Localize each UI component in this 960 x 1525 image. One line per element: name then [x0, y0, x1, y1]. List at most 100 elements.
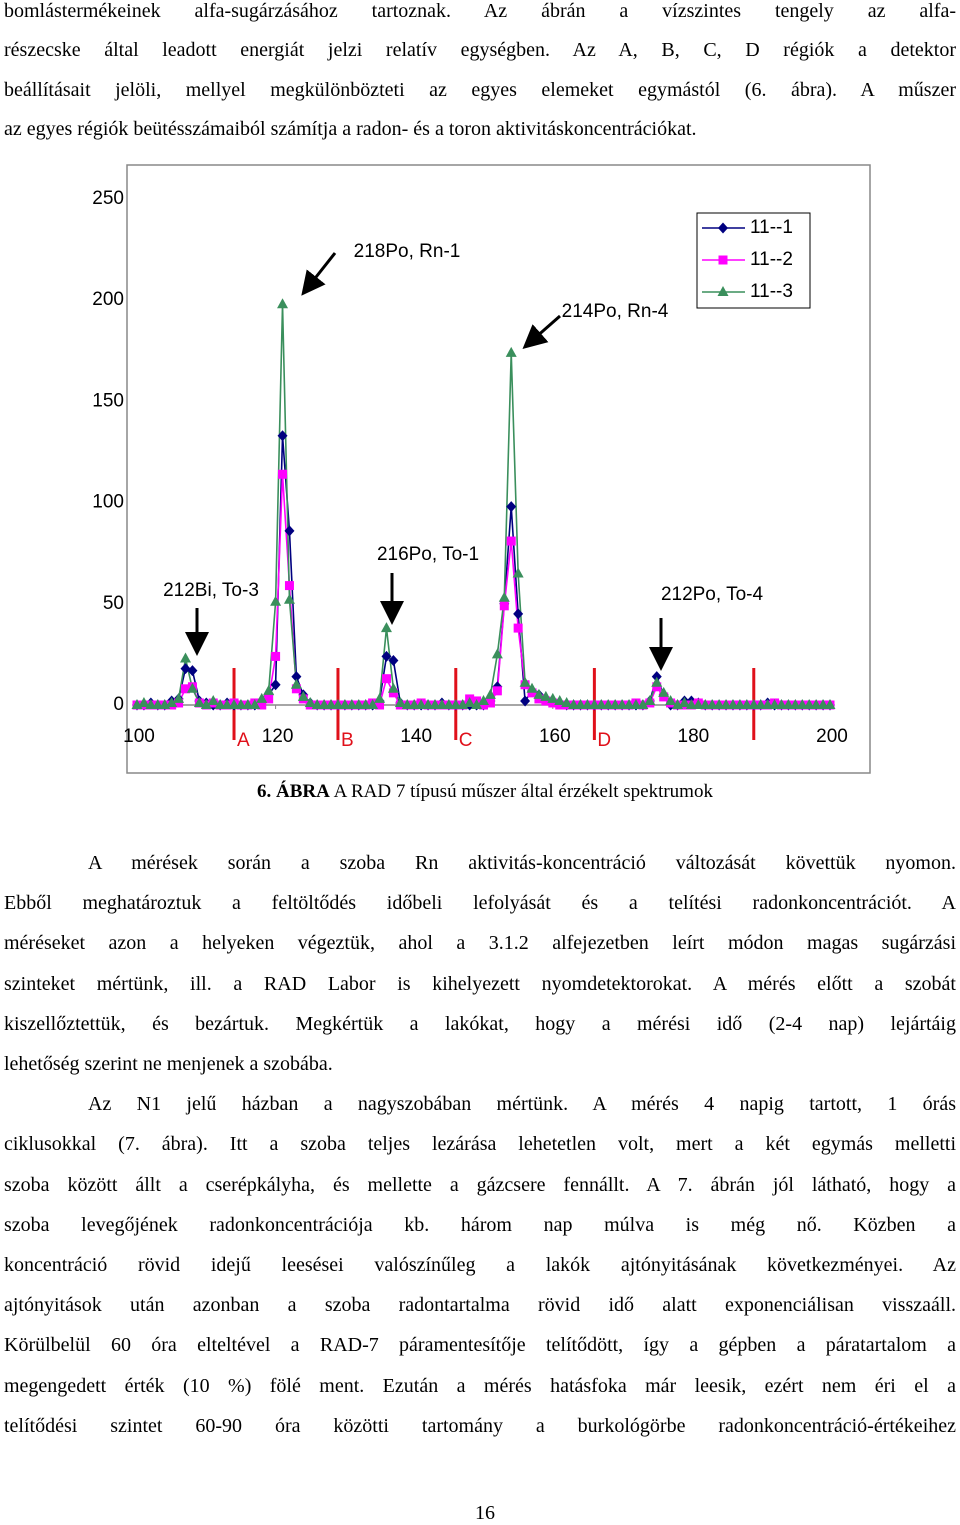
data-point [575, 699, 587, 709]
data-point [534, 694, 544, 704]
data-point [284, 581, 294, 591]
data-point [506, 536, 516, 546]
data-point [727, 699, 739, 709]
data-point [394, 696, 406, 707]
data-point [311, 699, 323, 709]
text-line: bomlástermékeinek alfa-sugárzásához tart… [4, 0, 956, 22]
data-point [548, 698, 558, 708]
annotation: 214Po, Rn-4 [562, 301, 669, 322]
data-point [332, 699, 344, 709]
text-line: Körülbelül 60 óra elteltével a RAD-7 pár… [4, 1334, 956, 1357]
data-point [651, 676, 663, 687]
region-label: A [237, 730, 250, 751]
data-point [242, 699, 254, 709]
data-point [471, 699, 483, 709]
y-tick-label: 0 [113, 694, 124, 715]
data-point [499, 601, 509, 611]
data-point [541, 696, 551, 706]
data-point [685, 699, 697, 709]
x-tick-label: 180 [678, 726, 710, 747]
data-point [519, 676, 531, 687]
data-point [166, 696, 178, 707]
data-point [360, 699, 372, 709]
y-tick-label: 100 [92, 492, 124, 513]
data-point [533, 688, 545, 699]
x-tick-label: 120 [262, 726, 294, 747]
data-point [692, 699, 704, 709]
data-point [214, 699, 226, 709]
data-point [824, 699, 836, 709]
text-line: Ebből meghatároztuk a feltöltődés időbel… [4, 892, 956, 915]
data-point [547, 692, 559, 703]
data-point [297, 690, 309, 701]
data-point [187, 665, 198, 677]
region-label: C [459, 730, 473, 751]
region-label: D [597, 730, 611, 751]
text-line: méréseket azon a helyeken végeztük, ahol… [4, 932, 956, 955]
text-line: ciklusokkal (7. ábra). Itt a szoba telje… [4, 1133, 956, 1156]
text-line: megengedett érték (10 %) fölé ment. Ezut… [4, 1374, 956, 1397]
page-number: 16 [475, 1502, 495, 1524]
data-point [408, 699, 420, 709]
data-point [464, 696, 476, 707]
series-line [137, 435, 830, 706]
data-point [415, 699, 427, 709]
text-line: az egyes régiók beütésszámaiból számítja… [4, 118, 697, 141]
data-point [339, 699, 351, 709]
annotation-arrow [522, 314, 561, 349]
x-tick-label: 160 [539, 726, 571, 747]
data-point [200, 699, 212, 709]
data-point [659, 692, 669, 702]
y-tick-label: 50 [103, 593, 124, 614]
data-point [554, 694, 566, 705]
data-point [479, 700, 488, 710]
data-point [713, 699, 725, 709]
data-point [257, 700, 267, 710]
data-point [555, 700, 565, 710]
legend-label: 11--2 [750, 249, 793, 270]
data-point [235, 699, 247, 709]
data-point [138, 696, 150, 707]
legend-label: 11--3 [750, 281, 793, 302]
data-point [278, 469, 288, 479]
data-point [665, 694, 677, 705]
data-point [734, 699, 746, 709]
data-point [388, 688, 398, 698]
data-point [174, 698, 184, 708]
annotation: 212Bi, To-3 [163, 580, 259, 601]
data-point [775, 699, 787, 709]
text-line: koncentráció rövid idejű leesései valósz… [4, 1254, 956, 1277]
figure-caption: 6. ÁBRA A RAD 7 típusú műszer által érzé… [0, 781, 960, 803]
data-point [270, 679, 281, 691]
data-point [505, 346, 517, 357]
data-point [381, 650, 392, 662]
data-point [388, 654, 399, 666]
annotation: 218Po, Rn-1 [354, 241, 461, 262]
data-point [520, 695, 531, 707]
data-point [346, 699, 358, 709]
data-point [173, 692, 185, 703]
data-point [228, 699, 240, 709]
data-point [221, 699, 233, 709]
text-line: telítődési szintet 60-90 óra közötti tar… [4, 1414, 956, 1437]
data-point [291, 684, 301, 694]
intro-text: bomlástermékeinek alfa-sugárzásához tart… [4, 0, 956, 150]
data-point [380, 622, 392, 633]
data-point [478, 694, 489, 705]
data-point [581, 699, 593, 709]
data-point [498, 591, 510, 602]
text-line: szoba levegőjének radonkoncentrációja kb… [4, 1213, 956, 1236]
data-point [526, 682, 538, 693]
data-point [513, 623, 523, 633]
text-line: A mérések során a szoba Rn aktivitás-kon… [88, 852, 956, 874]
data-point [706, 699, 718, 709]
data-point [429, 699, 441, 709]
data-point [353, 699, 365, 709]
legend-label: 11--1 [750, 217, 793, 238]
data-point [325, 699, 337, 709]
data-point [270, 595, 282, 606]
text-line: szoba között állt a cserépkályha, és mel… [4, 1173, 956, 1196]
x-tick-label: 140 [400, 726, 432, 747]
text-line: szinteket mértünk, ill. a RAD Labor is k… [4, 972, 956, 995]
